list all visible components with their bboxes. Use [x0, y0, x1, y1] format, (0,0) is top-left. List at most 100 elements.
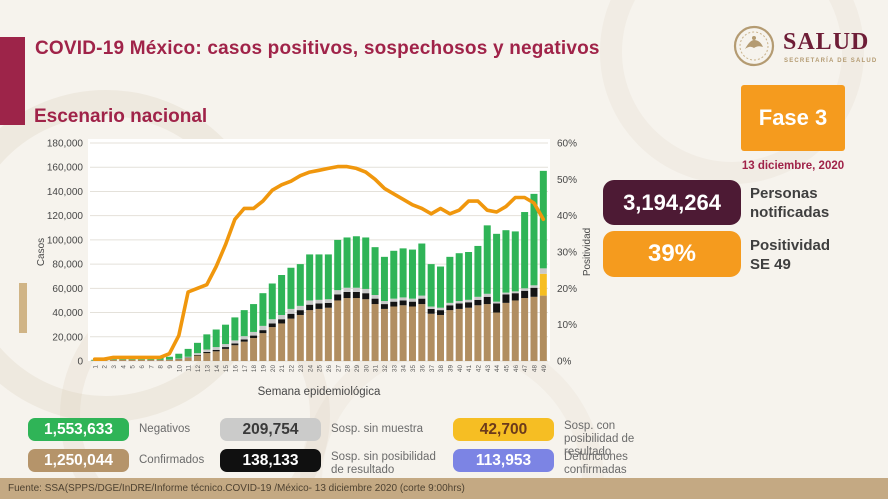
svg-text:20%: 20% — [557, 284, 577, 295]
svg-text:31: 31 — [373, 365, 380, 373]
svg-text:0%: 0% — [557, 357, 572, 368]
legend-item-confirmados: 1,250,044 Confirmados — [28, 449, 219, 472]
svg-text:60,000: 60,000 — [52, 284, 83, 295]
svg-text:60%: 60% — [557, 139, 577, 150]
svg-text:Positividad: Positividad — [582, 228, 593, 276]
legend-item-defunciones: 113,953 Defunciones confirmadas — [453, 449, 659, 477]
svg-text:48: 48 — [532, 365, 539, 373]
svg-text:Casos: Casos — [36, 238, 47, 266]
svg-text:24: 24 — [307, 365, 314, 373]
svg-text:20: 20 — [270, 365, 277, 373]
source-footer: Fuente: SSA(SPPS/DGE/InDRE/Informe técni… — [0, 478, 888, 499]
svg-text:18: 18 — [251, 365, 258, 373]
svg-text:28: 28 — [345, 365, 352, 373]
svg-text:7: 7 — [148, 365, 155, 369]
svg-text:38: 38 — [438, 365, 445, 373]
svg-text:21: 21 — [279, 365, 286, 373]
svg-text:100,000: 100,000 — [47, 235, 84, 246]
svg-text:23: 23 — [298, 365, 305, 373]
svg-text:10: 10 — [176, 365, 183, 373]
svg-text:25: 25 — [317, 365, 324, 373]
svg-text:0: 0 — [77, 357, 83, 368]
legend-item-sosp-sin-posibilidad: 138,133 Sosp. sin posibilidad de resulta… — [220, 449, 443, 477]
svg-text:3: 3 — [111, 365, 118, 369]
svg-text:160,000: 160,000 — [47, 163, 84, 174]
svg-text:19: 19 — [261, 365, 268, 373]
phase-badge: Fase 3 — [741, 85, 845, 151]
svg-text:11: 11 — [186, 365, 193, 372]
left-accent-bar — [0, 37, 25, 125]
watermark-stripe — [19, 283, 27, 333]
svg-text:35: 35 — [410, 365, 417, 373]
legend-label: Confirmados — [139, 454, 205, 466]
legend-swatch-value: 1,250,044 — [28, 449, 129, 472]
svg-text:42: 42 — [476, 365, 483, 373]
svg-text:16: 16 — [233, 365, 240, 373]
legend-label: Sosp. con posibilidad de resultado — [564, 420, 635, 458]
positivity-value-badge: 39% — [603, 231, 741, 277]
legend-swatch-value: 209,754 — [220, 418, 321, 441]
legend-item-sosp-con-posibilidad: 42,700 Sosp. con posibilidad de resultad… — [453, 418, 659, 459]
salud-logo: SALUD SECRETARÍA DE SALUD — [733, 25, 883, 75]
svg-text:33: 33 — [391, 365, 398, 373]
svg-text:9: 9 — [167, 365, 174, 369]
svg-text:36: 36 — [419, 365, 426, 373]
positivity-label: Positividad SE 49 — [750, 237, 831, 273]
svg-text:34: 34 — [401, 365, 408, 373]
salud-seal-icon — [733, 25, 775, 67]
svg-text:41: 41 — [466, 365, 473, 373]
svg-text:4: 4 — [120, 365, 127, 369]
notified-value-badge: 3,194,264 — [603, 180, 741, 225]
svg-text:180,000: 180,000 — [47, 139, 84, 150]
svg-text:46: 46 — [513, 365, 520, 373]
svg-text:32: 32 — [382, 365, 389, 373]
svg-text:6: 6 — [139, 365, 146, 369]
svg-text:Semana epidemiológica: Semana epidemiológica — [258, 386, 381, 398]
svg-text:80,000: 80,000 — [52, 260, 83, 271]
legend-label: Sosp. sin muestra — [331, 423, 424, 435]
salud-subtitle: SECRETARÍA DE SALUD — [784, 58, 878, 64]
svg-text:17: 17 — [242, 365, 249, 373]
svg-text:10%: 10% — [557, 320, 577, 331]
svg-text:43: 43 — [485, 365, 492, 373]
legend-swatch-value: 138,133 — [220, 449, 321, 472]
svg-text:1: 1 — [92, 365, 99, 369]
svg-text:22: 22 — [289, 365, 296, 373]
svg-text:5: 5 — [130, 365, 137, 369]
svg-text:37: 37 — [429, 365, 436, 373]
svg-text:30%: 30% — [557, 248, 577, 259]
section-title: Escenario nacional — [34, 106, 208, 127]
svg-text:30: 30 — [363, 365, 370, 373]
svg-text:40: 40 — [457, 365, 464, 373]
report-date: 13 diciembre, 2020 — [741, 160, 845, 172]
svg-text:15: 15 — [223, 365, 230, 373]
svg-text:27: 27 — [335, 365, 342, 373]
svg-text:2: 2 — [102, 365, 109, 369]
legend-item-negativos: 1,553,633 Negativos — [28, 418, 219, 441]
legend-swatch-value: 1,553,633 — [28, 418, 129, 441]
legend-label: Sosp. sin posibilidad de resultado — [331, 451, 436, 476]
svg-text:20,000: 20,000 — [52, 332, 83, 343]
svg-text:45: 45 — [504, 365, 511, 373]
svg-text:44: 44 — [494, 365, 501, 373]
legend-swatch-value: 42,700 — [453, 418, 554, 441]
svg-text:13: 13 — [204, 365, 211, 373]
svg-text:140,000: 140,000 — [47, 187, 84, 198]
svg-text:47: 47 — [522, 365, 529, 373]
svg-text:49: 49 — [541, 365, 548, 373]
page-title: COVID-19 México: casos positivos, sospec… — [35, 38, 600, 59]
legend-label: Defunciones confirmadas — [564, 451, 628, 476]
svg-text:50%: 50% — [557, 175, 577, 186]
salud-wordmark: SALUD — [783, 29, 870, 55]
svg-text:120,000: 120,000 — [47, 211, 84, 222]
svg-text:8: 8 — [158, 365, 165, 369]
legend-swatch-value: 113,953 — [453, 449, 554, 472]
svg-text:14: 14 — [214, 365, 221, 373]
svg-text:40,000: 40,000 — [52, 308, 83, 319]
svg-text:40%: 40% — [557, 211, 577, 222]
svg-text:12: 12 — [195, 365, 202, 373]
legend-item-sosp-sin-muestra: 209,754 Sosp. sin muestra — [220, 418, 443, 441]
svg-text:29: 29 — [354, 365, 361, 373]
svg-text:26: 26 — [326, 365, 333, 373]
